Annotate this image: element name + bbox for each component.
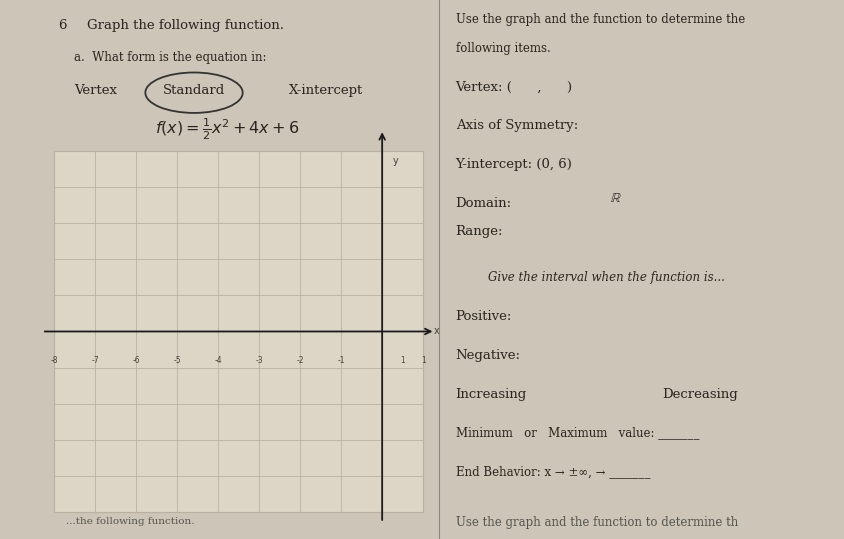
Text: Range:: Range: [455, 225, 502, 238]
FancyBboxPatch shape [54, 151, 423, 512]
Text: y: y [392, 156, 398, 167]
Text: -3: -3 [255, 356, 262, 365]
Text: 6: 6 [58, 19, 67, 32]
Text: Increasing: Increasing [455, 388, 527, 401]
Text: Negative:: Negative: [455, 349, 520, 362]
Text: Domain:: Domain: [455, 197, 511, 210]
Text: -5: -5 [173, 356, 181, 365]
Text: Positive:: Positive: [455, 310, 511, 323]
Text: X-intercept: X-intercept [289, 84, 363, 96]
Text: Y-intercept: (0, 6): Y-intercept: (0, 6) [455, 158, 572, 171]
Text: Give the interval when the function is...: Give the interval when the function is..… [488, 271, 724, 285]
Text: -8: -8 [51, 356, 57, 365]
Text: $\mathbb{R}$: $\mathbb{R}$ [609, 191, 620, 205]
Text: Decreasing: Decreasing [662, 388, 738, 401]
Text: Axis of Symmetry:: Axis of Symmetry: [455, 119, 577, 132]
Text: -4: -4 [214, 356, 222, 365]
Text: Use the graph and the function to determine the: Use the graph and the function to determ… [455, 13, 744, 26]
Text: -2: -2 [296, 356, 304, 365]
Text: x: x [433, 327, 439, 336]
Text: 1: 1 [420, 356, 425, 365]
Text: $f(x) = \frac{1}{2}x^2 + 4x + 6$: $f(x) = \frac{1}{2}x^2 + 4x + 6$ [155, 116, 300, 142]
Text: -1: -1 [337, 356, 344, 365]
Text: Vertex: Vertex [74, 84, 117, 96]
Text: End Behavior: x → ±∞, → _______: End Behavior: x → ±∞, → _______ [455, 465, 649, 479]
Text: -6: -6 [133, 356, 140, 365]
Text: -7: -7 [91, 356, 99, 365]
Text: 1: 1 [400, 356, 404, 365]
Text: ...the following function.: ...the following function. [66, 516, 194, 526]
Text: Minimum   or   Maximum   value: _______: Minimum or Maximum value: _______ [455, 426, 698, 440]
Text: a.  What form is the equation in:: a. What form is the equation in: [74, 51, 267, 64]
Text: Standard: Standard [163, 84, 225, 96]
Text: Use the graph and the function to determine th: Use the graph and the function to determ… [455, 516, 737, 529]
Text: following items.: following items. [455, 42, 549, 54]
Text: Graph the following function.: Graph the following function. [86, 19, 284, 32]
Text: Vertex: (      ,      ): Vertex: ( , ) [455, 80, 572, 93]
